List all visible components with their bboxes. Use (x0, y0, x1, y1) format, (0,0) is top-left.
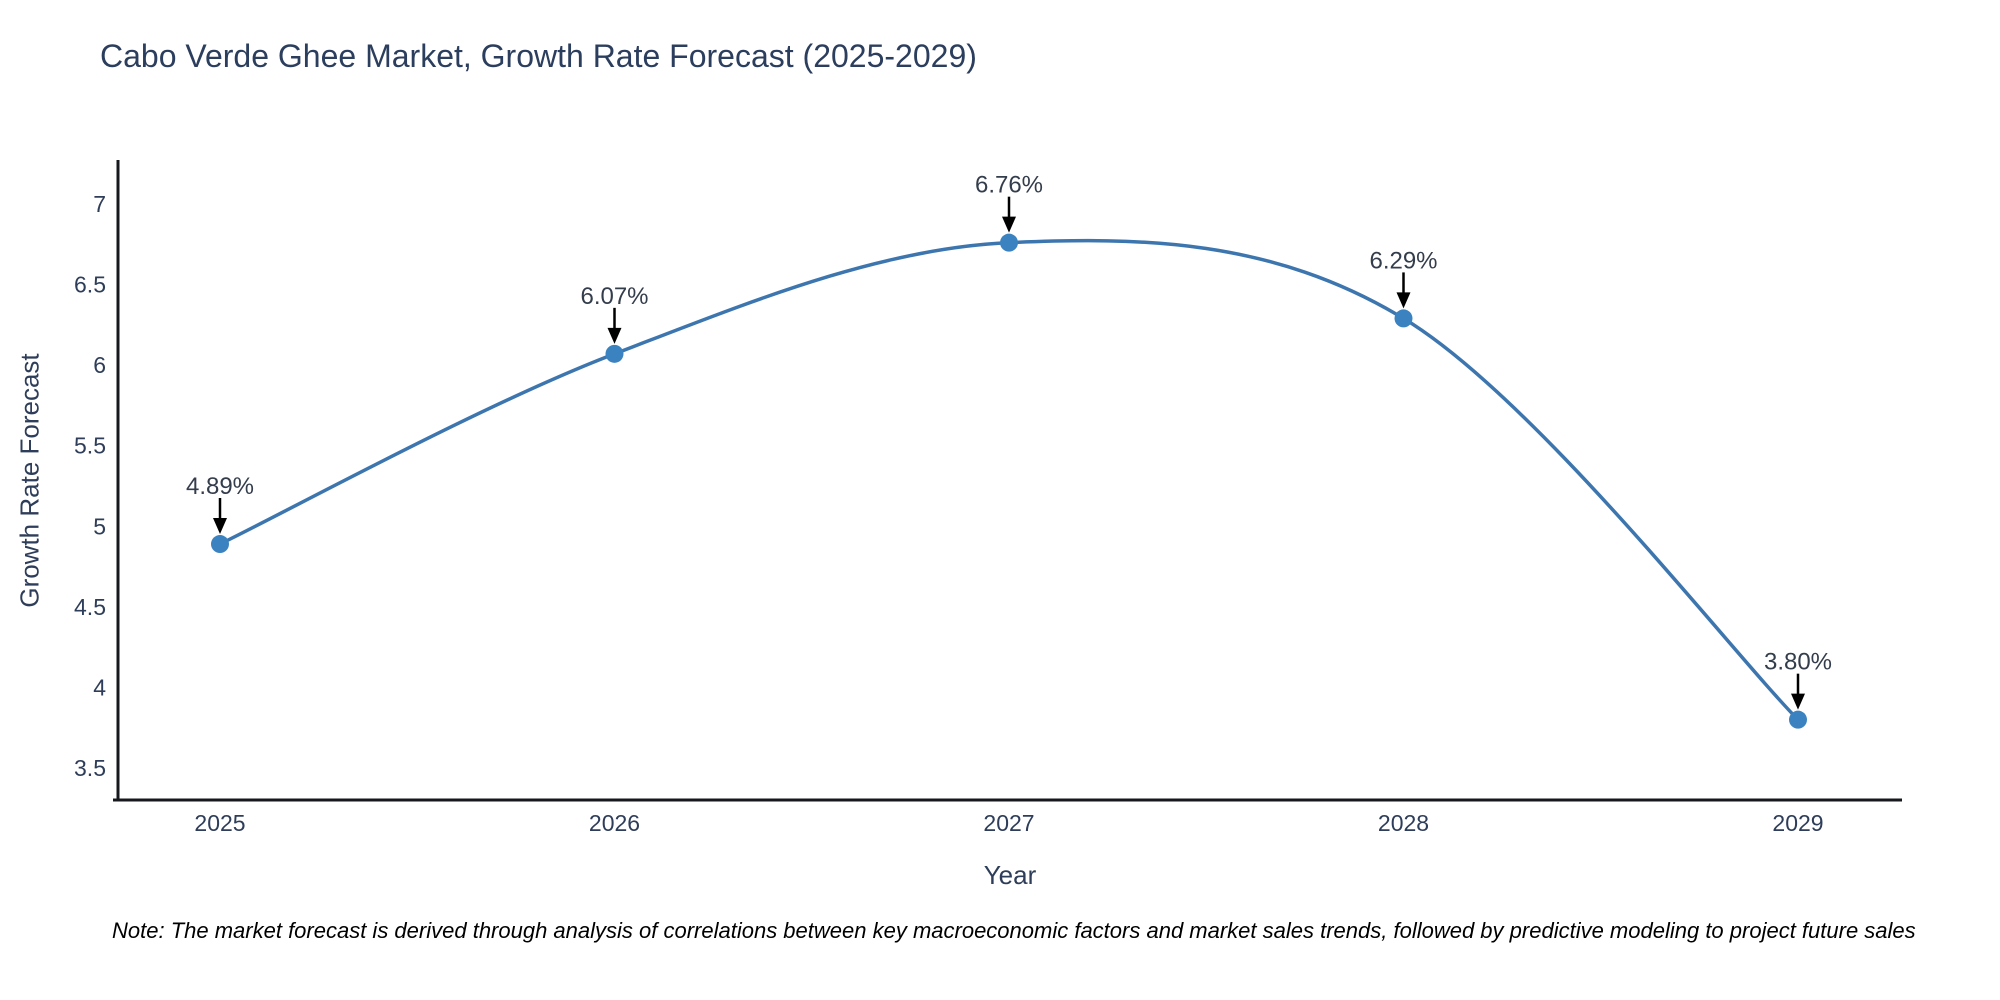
x-tick-label: 2026 (589, 810, 640, 836)
x-tick-label: 2025 (194, 810, 245, 836)
point-value-label: 4.89% (186, 473, 254, 500)
y-tick-label: 5 (93, 513, 106, 539)
series-line (218, 238, 1800, 722)
annotation-arrow-head (1396, 292, 1411, 309)
annotation-arrow-head (213, 518, 227, 535)
data-point-marker[interactable] (605, 344, 624, 363)
point-value-label: 3.80% (1764, 649, 1832, 676)
y-tick-label: 4 (93, 674, 106, 700)
data-point-marker[interactable] (1000, 233, 1018, 252)
data-point-marker[interactable] (1394, 309, 1413, 328)
data-point-marker[interactable] (1789, 710, 1807, 729)
point-value-label: 6.76% (975, 172, 1043, 199)
data-point-marker[interactable] (211, 535, 229, 554)
chart-footnote: Note: The market forecast is derived thr… (112, 918, 1916, 943)
annotation-arrow-head (607, 327, 622, 344)
x-tick-label: 2029 (1772, 810, 1823, 836)
y-tick-label: 5.5 (74, 433, 106, 459)
y-tick-label: 6 (93, 352, 106, 378)
y-tick-label: 3.5 (74, 755, 106, 781)
annotation-arrow-head (1791, 693, 1805, 710)
y-tick-label: 4.5 (74, 594, 106, 620)
y-axis-title: Growth Rate Forecast (14, 353, 45, 608)
x-tick-label: 2027 (983, 810, 1034, 836)
chart-title: Cabo Verde Ghee Market, Growth Rate Fore… (100, 38, 977, 74)
x-axis-title: Year (983, 860, 1037, 890)
point-value-label: 6.29% (1369, 247, 1437, 274)
point-value-label: 6.07% (580, 283, 648, 310)
y-tick-label: 6.5 (74, 272, 106, 298)
y-tick-label: 7 (93, 191, 106, 217)
annotation-arrow-head (1002, 216, 1016, 233)
x-tick-label: 2028 (1378, 810, 1429, 836)
